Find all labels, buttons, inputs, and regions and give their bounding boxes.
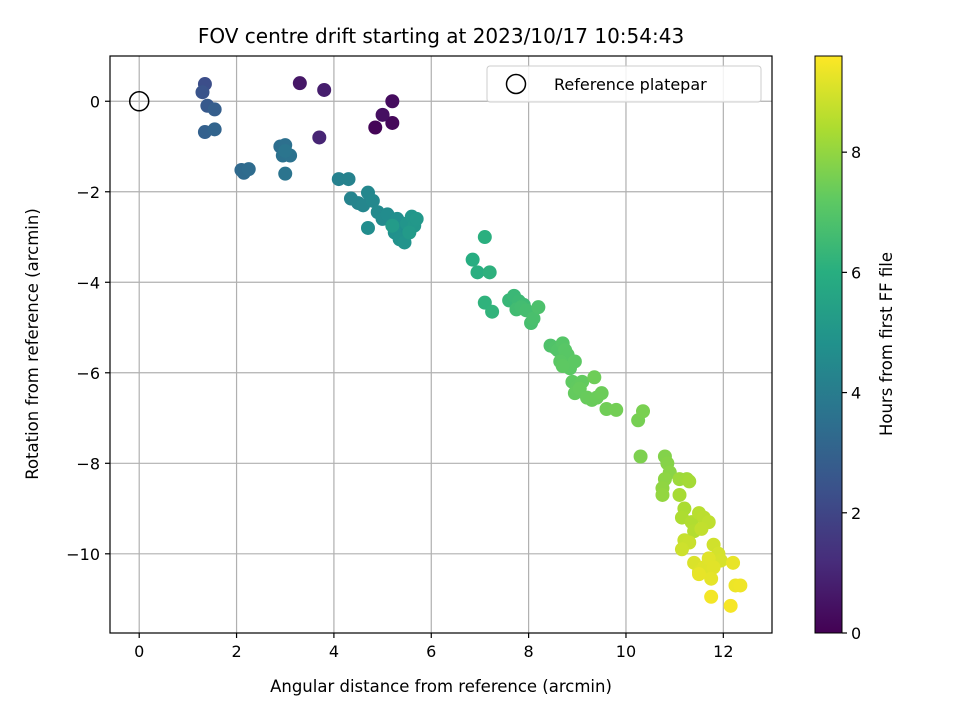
data-point bbox=[609, 402, 624, 417]
data-points bbox=[195, 76, 748, 613]
data-point bbox=[278, 166, 293, 181]
colorbar-tick-label: 0 bbox=[851, 624, 861, 643]
legend-entry-reference: Reference platepar bbox=[554, 75, 707, 94]
data-point bbox=[207, 102, 222, 117]
data-point bbox=[331, 172, 346, 187]
data-point bbox=[726, 555, 741, 570]
x-axis: 0 2 4 6 8 10 12 bbox=[134, 633, 734, 661]
data-point bbox=[292, 76, 307, 91]
data-point bbox=[594, 386, 609, 401]
data-point bbox=[704, 571, 719, 586]
colorbar: 0 2 4 6 8 Hours from first FF file bbox=[814, 55, 896, 643]
y-tick-label: −8 bbox=[76, 454, 100, 473]
y-tick-label: −10 bbox=[66, 545, 100, 564]
data-point bbox=[682, 474, 697, 489]
grid bbox=[110, 56, 772, 633]
data-point bbox=[317, 82, 332, 97]
legend-box bbox=[486, 65, 762, 103]
data-point bbox=[633, 449, 648, 464]
data-point bbox=[385, 218, 400, 233]
data-point bbox=[312, 130, 327, 145]
data-point bbox=[655, 487, 670, 502]
x-tick-label: 12 bbox=[713, 642, 733, 661]
data-point bbox=[278, 144, 293, 159]
colorbar-ticks: 0 2 4 6 8 bbox=[842, 143, 861, 643]
data-point bbox=[691, 567, 706, 582]
data-point bbox=[477, 230, 492, 245]
chart-title: FOV centre drift starting at 2023/10/17 … bbox=[198, 24, 684, 48]
y-tick-label: −2 bbox=[76, 183, 100, 202]
data-point bbox=[409, 211, 424, 226]
data-point bbox=[704, 589, 719, 604]
data-point bbox=[672, 487, 687, 502]
colorbar-tick-label: 4 bbox=[851, 384, 861, 403]
data-point bbox=[360, 220, 375, 235]
plot-frame bbox=[109, 55, 773, 634]
legend: Reference platepar bbox=[486, 65, 762, 103]
x-tick-label: 0 bbox=[134, 642, 144, 661]
data-point bbox=[674, 542, 689, 557]
data-point bbox=[368, 120, 383, 135]
data-point bbox=[375, 107, 390, 122]
colorbar-label: Hours from first FF file bbox=[877, 252, 896, 436]
reference-platepar-marker bbox=[128, 91, 150, 112]
colorbar-gradient bbox=[814, 55, 843, 634]
data-point bbox=[470, 265, 485, 280]
y-tick-label: −6 bbox=[76, 364, 100, 383]
colorbar-tick-label: 2 bbox=[851, 504, 861, 523]
y-axis-label: Rotation from reference (arcmin) bbox=[23, 208, 42, 480]
data-point bbox=[587, 370, 602, 385]
colorbar-tick-label: 6 bbox=[851, 263, 861, 282]
x-tick-label: 2 bbox=[231, 642, 241, 661]
data-point bbox=[485, 304, 500, 319]
data-point bbox=[482, 265, 497, 280]
data-point bbox=[207, 122, 222, 137]
x-tick-label: 8 bbox=[524, 642, 534, 661]
data-point bbox=[195, 85, 210, 100]
y-axis: 0 −2 −4 −6 −8 −10 bbox=[66, 92, 110, 564]
y-tick-label: 0 bbox=[90, 92, 100, 111]
data-point bbox=[723, 598, 738, 613]
data-point bbox=[385, 94, 400, 109]
data-point bbox=[733, 578, 748, 593]
data-point bbox=[402, 225, 417, 240]
x-tick-label: 10 bbox=[616, 642, 636, 661]
data-point bbox=[636, 404, 651, 419]
data-point bbox=[365, 193, 380, 208]
data-point bbox=[241, 162, 256, 177]
data-point bbox=[694, 521, 709, 536]
colorbar-tick-label: 8 bbox=[851, 143, 861, 162]
data-point bbox=[385, 115, 400, 130]
legend-marker-icon bbox=[505, 73, 527, 95]
data-point bbox=[526, 311, 541, 326]
x-tick-label: 4 bbox=[329, 642, 339, 661]
x-axis-label: Angular distance from reference (arcmin) bbox=[270, 677, 612, 696]
data-point bbox=[706, 560, 721, 575]
data-point bbox=[555, 358, 570, 373]
x-tick-label: 6 bbox=[426, 642, 436, 661]
data-point bbox=[567, 354, 582, 369]
data-point bbox=[465, 252, 480, 267]
y-tick-label: −4 bbox=[76, 273, 100, 292]
data-point bbox=[531, 300, 546, 315]
data-point bbox=[341, 172, 356, 187]
